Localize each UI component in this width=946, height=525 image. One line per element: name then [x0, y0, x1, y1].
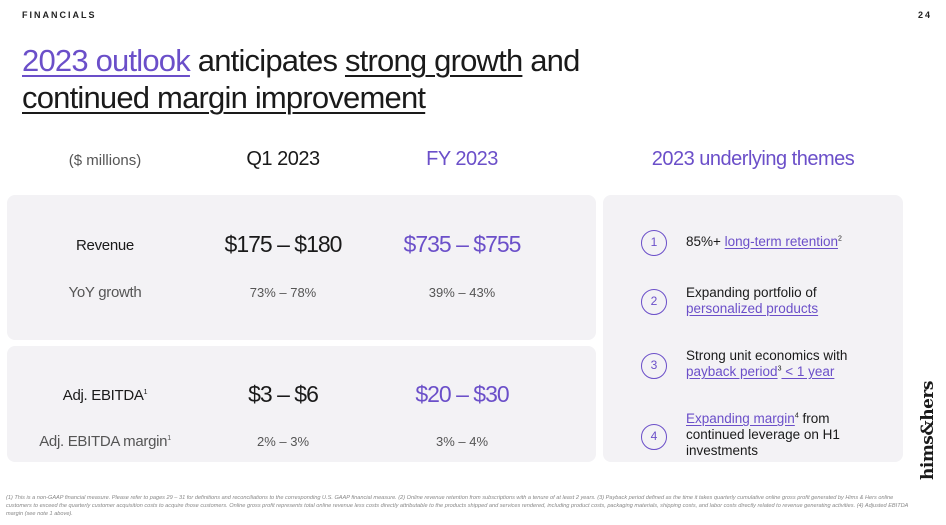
- revenue-label: Revenue: [76, 237, 134, 254]
- themes-title: 2023 underlying themes: [651, 148, 855, 170]
- ebitda-label: Adj. EBITDA1: [62, 387, 148, 404]
- units-label: ($ millions): [68, 152, 142, 169]
- ebitda-panel: [7, 346, 596, 462]
- ebitda-margin-fy: 3% – 4%: [435, 434, 489, 449]
- headline-text: anticipates: [189, 43, 345, 78]
- theme-text: Strong unit economics with payback perio…: [686, 348, 848, 379]
- column-header-q1: Q1 2023: [246, 148, 320, 170]
- page-number: 24: [917, 10, 932, 20]
- theme-text: Expanding margin4 from continued leverag…: [686, 411, 840, 458]
- revenue-panel: [7, 195, 596, 340]
- theme-link[interactable]: payback period: [686, 364, 778, 379]
- theme-number-badge: 3: [641, 353, 667, 379]
- headline-underlined: strong growth: [344, 43, 523, 78]
- theme-number-badge: 4: [641, 424, 667, 450]
- headline-underlined: continued margin improvement: [22, 80, 426, 115]
- theme-number-badge: 1: [641, 230, 667, 256]
- yoy-fy: 39% – 43%: [428, 285, 496, 300]
- revenue-fy: $735 – $755: [403, 231, 522, 257]
- brand-logo: hims&hers: [918, 381, 938, 480]
- theme-text: 85%+ long-term retention2: [686, 234, 842, 249]
- section-label: FINANCIALS: [22, 10, 97, 20]
- footnote: (1) This is a non-GAAP financial measure…: [6, 495, 909, 517]
- column-header-fy: FY 2023: [426, 148, 498, 170]
- ebitda-fy: $20 – $30: [415, 381, 509, 407]
- theme-link[interactable]: personalized products: [686, 301, 819, 316]
- theme-number-badge: 2: [641, 289, 667, 315]
- page-title: 2023 outlook anticipates strong growth a…: [22, 42, 722, 116]
- headline-highlight: 2023 outlook: [22, 43, 191, 78]
- ebitda-q1: $3 – $6: [248, 381, 319, 407]
- ebitda-margin-q1: 2% – 3%: [256, 434, 310, 449]
- ebitda-margin-label: Adj. EBITDA margin1: [39, 433, 171, 450]
- yoy-q1: 73% – 78%: [249, 285, 317, 300]
- yoy-label: YoY growth: [68, 284, 142, 301]
- headline-text: and: [522, 43, 580, 78]
- theme-link[interactable]: Expanding margin: [686, 411, 795, 426]
- theme-text: Expanding portfolio of personalized prod…: [686, 285, 819, 316]
- theme-link[interactable]: long-term retention: [724, 234, 838, 249]
- revenue-q1: $175 – $180: [224, 231, 343, 257]
